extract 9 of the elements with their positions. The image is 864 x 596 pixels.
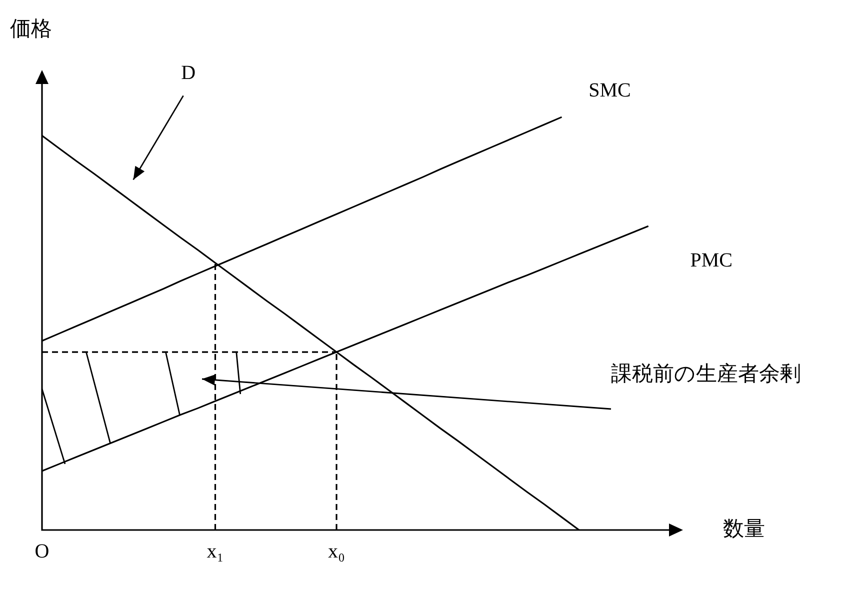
text: D bbox=[181, 62, 196, 84]
annotation: 課税前の生産者余剰 bbox=[611, 362, 801, 386]
x-tick-label: x₁ bbox=[206, 540, 224, 562]
x-tick-label: O bbox=[34, 540, 50, 562]
y-axis-title: 価格 bbox=[10, 16, 52, 41]
series-label: SMC bbox=[588, 79, 631, 102]
x-axis-title: 数量 bbox=[723, 516, 765, 541]
text: PMC bbox=[690, 249, 732, 272]
x-tick-label: x₀ bbox=[328, 540, 346, 562]
